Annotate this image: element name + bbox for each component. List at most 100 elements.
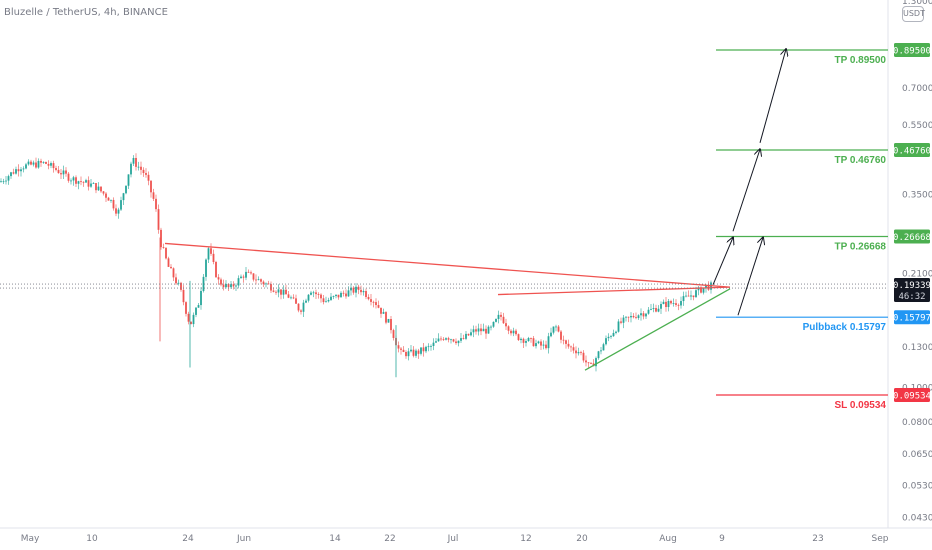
candle-body <box>85 180 87 183</box>
candle-body <box>27 161 30 165</box>
candle-body <box>337 294 340 298</box>
candle-body <box>115 208 117 214</box>
candle-body <box>475 329 477 332</box>
candle-body <box>225 283 227 288</box>
projection-arrow[interactable] <box>759 49 786 143</box>
candle-body <box>535 343 537 347</box>
candle-body <box>277 289 280 293</box>
candle-body <box>345 293 347 297</box>
candle-body <box>50 163 52 166</box>
candle-body <box>285 289 287 295</box>
candle-body <box>472 329 475 333</box>
level-label: TP 0.46760 <box>834 155 886 166</box>
candle-body <box>670 301 672 304</box>
candle-body <box>75 177 77 184</box>
candle-body <box>695 290 697 298</box>
candle-body <box>702 287 705 293</box>
candle-body <box>177 282 180 284</box>
candle-body <box>25 164 27 169</box>
candle-body <box>195 307 197 315</box>
candle-body <box>480 328 482 332</box>
projection-arrow[interactable] <box>712 238 733 285</box>
candle-body <box>150 180 152 193</box>
candle-body <box>425 346 427 352</box>
candle-body <box>215 261 217 278</box>
trendline[interactable] <box>164 242 731 288</box>
candle-body <box>255 279 257 281</box>
candle-body <box>507 326 510 331</box>
candle-body <box>145 173 147 175</box>
candle-body <box>397 345 400 349</box>
candle-body <box>7 176 10 181</box>
candle-body <box>662 301 665 304</box>
projection-arrow[interactable] <box>732 149 760 232</box>
candle-body <box>202 276 205 291</box>
candle-body <box>520 338 522 341</box>
candle-body <box>445 338 447 340</box>
candle-body <box>467 333 470 336</box>
candle-body <box>452 339 455 342</box>
candle-body <box>305 300 307 303</box>
candle-body <box>322 298 325 303</box>
candle-body <box>262 281 265 285</box>
x-tick-label: 12 <box>520 534 531 544</box>
candle-body <box>330 296 332 300</box>
candle-body <box>10 172 12 177</box>
level-label: Pulbback 0.15797 <box>803 322 887 333</box>
candle-body <box>335 294 337 297</box>
candle-body <box>97 186 100 191</box>
trendline[interactable] <box>584 288 731 371</box>
candle-body <box>122 193 125 201</box>
candle-body <box>92 183 95 184</box>
candle-body <box>67 173 70 181</box>
candle-body <box>205 259 207 277</box>
candle-body <box>32 162 35 165</box>
candle-body <box>365 291 367 298</box>
candle-body <box>462 338 465 339</box>
candle-body <box>637 315 640 319</box>
currency-badge[interactable]: USDT <box>902 6 925 22</box>
candle-body <box>167 258 170 267</box>
candle-body <box>645 313 647 317</box>
candle-body <box>665 301 667 308</box>
candle-body <box>402 349 405 352</box>
candle-body <box>460 338 462 341</box>
projection-arrow[interactable] <box>737 238 763 316</box>
level-price-badge <box>894 43 930 57</box>
x-tick-label: 10 <box>86 534 98 544</box>
candle-body <box>392 330 395 338</box>
candle-body <box>482 328 485 332</box>
candle-body <box>612 332 615 337</box>
candle-body <box>652 308 655 309</box>
candle-body <box>675 303 677 305</box>
candle-body <box>165 247 167 259</box>
candle-body <box>55 168 57 170</box>
candle-body <box>152 192 155 199</box>
candle-body <box>595 358 597 367</box>
x-tick-label: 20 <box>576 534 588 544</box>
candle-body <box>272 290 275 292</box>
candle-body <box>360 289 362 293</box>
candle-body <box>197 305 200 308</box>
candle-body <box>442 339 445 340</box>
candle-body <box>180 282 182 290</box>
x-tick-label: 23 <box>812 534 823 544</box>
candle-body <box>530 337 532 339</box>
candle-body <box>537 341 540 344</box>
candle-body <box>440 338 442 340</box>
x-tick-label: May <box>21 534 40 544</box>
candle-body <box>602 344 605 351</box>
trendline[interactable] <box>497 286 731 296</box>
candle-body <box>140 166 142 170</box>
level-price-badge-text: 0.09534 <box>893 392 931 402</box>
candle-body <box>667 301 670 308</box>
candle-body <box>642 313 645 317</box>
candle-body <box>550 332 552 337</box>
candle-body <box>650 308 652 310</box>
y-tick-label: 0.04300 <box>902 514 932 524</box>
candle-body <box>270 284 272 291</box>
candle-body <box>575 350 577 354</box>
candle-body <box>657 308 660 312</box>
